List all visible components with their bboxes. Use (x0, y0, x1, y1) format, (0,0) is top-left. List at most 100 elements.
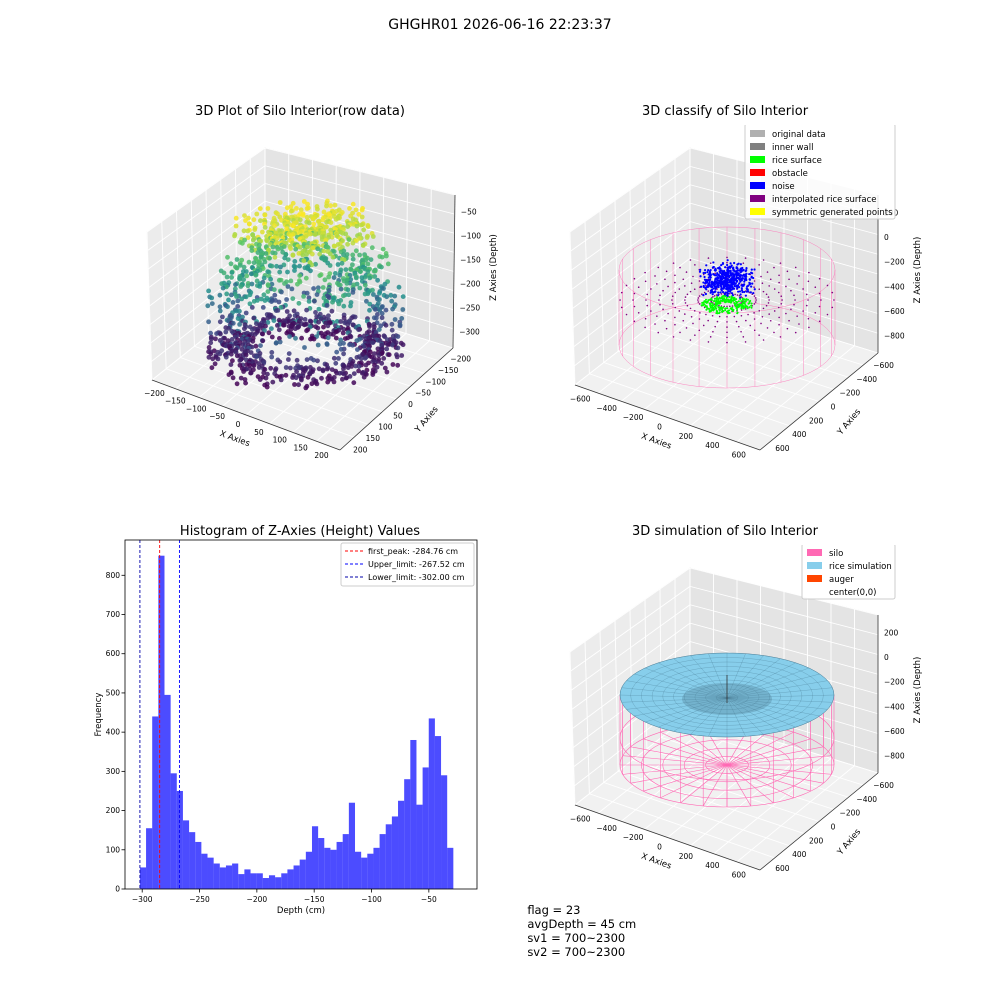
raw-point (356, 211, 362, 217)
z-tick-label: −100 (460, 232, 481, 241)
raw-point (234, 294, 240, 299)
raw-point (341, 351, 346, 357)
raw-point (346, 237, 352, 242)
raw-point (400, 342, 406, 348)
raw-point (223, 329, 229, 335)
raw-point (296, 382, 301, 388)
raw-point (239, 346, 245, 352)
y-axis-label: Y Axies (835, 827, 863, 858)
y-tick-label: −600 (873, 361, 894, 370)
raw-point (336, 301, 342, 307)
legend-label: Lower_limit: -302.00 cm (368, 573, 465, 582)
raw-point (275, 246, 281, 252)
histogram-bar (404, 779, 411, 889)
raw-point (353, 248, 359, 254)
simulation-3d-plot: −600−400−20002004006006004002000−200−400… (569, 545, 923, 879)
sv2-value: sv2 = 700~2300 (527, 945, 626, 959)
raw-point (297, 217, 303, 223)
raw-point (388, 292, 394, 298)
interpolated-surface-points (619, 256, 835, 344)
raw-point (205, 303, 211, 309)
x-tick-label: −200 (623, 833, 644, 842)
raw-point (268, 276, 273, 282)
raw-point (270, 379, 276, 385)
x-tick-label: 400 (705, 441, 720, 450)
x-tick-label: 200 (314, 451, 329, 460)
raw-point (382, 365, 388, 371)
raw-point (371, 268, 377, 274)
raw-point (363, 362, 369, 368)
raw-point (333, 335, 339, 341)
x-tick-label: −600 (570, 815, 591, 824)
raw-point (230, 300, 236, 305)
raw-point (305, 374, 311, 380)
raw-data-points (205, 198, 406, 391)
raw-point (241, 277, 247, 282)
raw-point (345, 287, 351, 293)
raw-point (226, 297, 231, 303)
raw-point (374, 364, 380, 370)
raw-point (217, 351, 223, 357)
z-tick-label: −600 (884, 727, 905, 736)
raw-point (375, 312, 380, 317)
x-tick-label: 600 (732, 870, 747, 879)
raw-point (288, 365, 293, 371)
raw-point (287, 334, 292, 339)
raw-point (285, 257, 291, 262)
histogram-bar (195, 841, 202, 889)
raw-point (311, 286, 316, 291)
raw-point (331, 355, 337, 361)
raw-point (338, 346, 344, 352)
raw-point (293, 246, 299, 252)
raw-point (276, 327, 282, 333)
raw-point (272, 292, 278, 298)
raw-point (379, 360, 385, 366)
raw-point (232, 233, 237, 239)
raw-point (286, 357, 291, 362)
raw-point (319, 375, 324, 381)
raw-point (355, 347, 360, 352)
raw-point (235, 304, 241, 309)
raw-point (250, 338, 256, 344)
raw-point (288, 278, 294, 284)
histogram-bar (225, 865, 233, 889)
raw-point (304, 252, 309, 257)
raw-point (284, 309, 290, 314)
raw-point (298, 207, 304, 213)
legend-label: silo (829, 549, 843, 559)
histogram-bar (189, 832, 196, 889)
sv1-value: sv1 = 700~2300 (527, 931, 626, 945)
raw-point (330, 254, 336, 260)
raw-point (224, 274, 230, 280)
raw-point (217, 308, 223, 314)
y-tick-label: 200 (809, 416, 824, 425)
raw-point (379, 315, 385, 321)
histogram-bar (336, 841, 343, 889)
z-tick-label: −300 (459, 327, 480, 336)
raw-point (365, 269, 371, 275)
raw-point (346, 292, 352, 298)
raw-point (324, 303, 330, 308)
raw-point (370, 372, 376, 377)
raw-point (357, 269, 363, 274)
simulation-legend: silo rice simulation auger center(0,0) (801, 545, 896, 600)
y-tick-label: 600 (775, 864, 790, 873)
raw-point (386, 352, 392, 358)
legend-swatch (750, 182, 765, 189)
histogram-bar (385, 824, 392, 889)
raw-point (265, 371, 270, 377)
raw-point (390, 306, 395, 312)
raw-point (364, 298, 369, 304)
raw-point (229, 337, 235, 342)
raw-point (390, 362, 396, 367)
raw-point (246, 259, 252, 265)
raw-point (303, 385, 309, 391)
rice-simulation-surface (619, 652, 835, 738)
raw-point (241, 369, 247, 374)
z-tick-label: 200 (884, 628, 899, 637)
z-axis-label: Z Axies (Depth) (913, 237, 923, 304)
y-tick-label: 150 (366, 434, 381, 443)
raw-point (234, 353, 240, 359)
raw-point (362, 291, 368, 297)
raw-point (384, 346, 390, 352)
